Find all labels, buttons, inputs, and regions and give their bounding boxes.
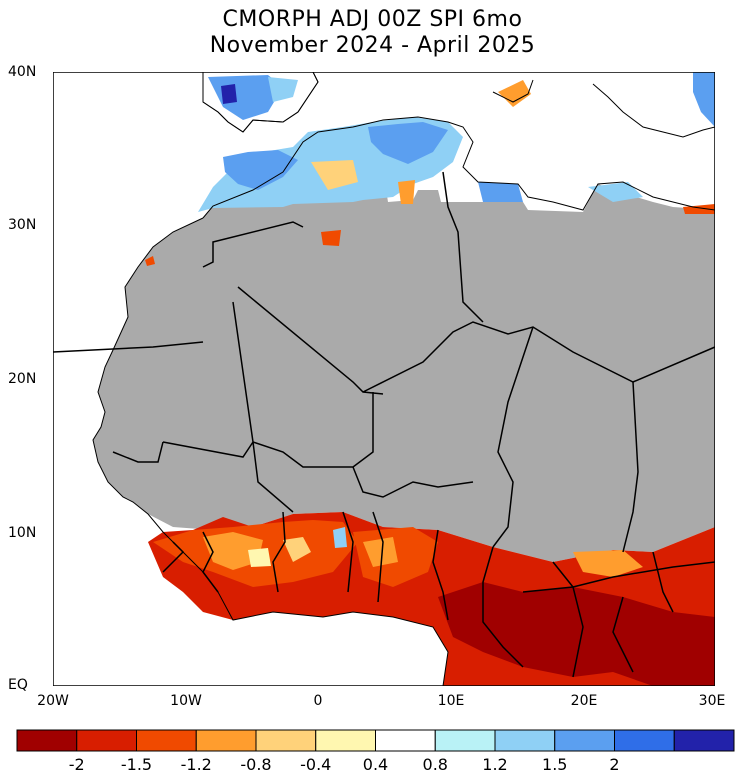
legend-swatch [375,729,436,752]
west-africa-near-normal [248,548,271,567]
legend-label: -0.8 [240,755,271,774]
country-borders [53,171,715,678]
spi-map [53,72,715,686]
lat-tick-40n: 40N [8,64,37,80]
legend-label: 2 [609,755,619,774]
map-title: CMORPH ADJ 00Z SPI 6mo [222,7,523,32]
lat-tick-20n: 20N [8,371,37,387]
coast-dry-spot [145,256,155,266]
central-africa-extreme-dry [438,582,715,686]
no-data-region [93,170,715,562]
legend-label: 0.4 [363,755,388,774]
algeria-strong-wet [368,122,448,164]
legend-boxes [16,729,735,752]
coastlines [92,72,715,686]
tunisia-wet [478,182,523,202]
lat-tick-30n: 30N [8,217,37,233]
legend-label: 0.8 [423,755,448,774]
maghreb-dry-patch-2 [398,180,415,204]
lon-tick-20e: 20E [570,693,598,709]
algeria-dry-spot [321,230,341,246]
nigeria-mild-dry [363,537,398,567]
lon-tick-10e: 10E [437,693,465,709]
west-africa-wet-spot [333,527,347,548]
iberia-very-wet-area [221,84,237,104]
legend-swatch [494,729,556,752]
central-africa-mild-dry [573,550,643,577]
legend-swatch [195,729,257,752]
west-africa-mild-dry [203,532,263,570]
legend-swatch [136,729,197,752]
legend-label: -2 [69,755,85,774]
lat-tick-eq: EQ [8,677,28,693]
legend-label: -0.4 [300,755,331,774]
lon-tick-0: 0 [313,693,323,709]
lon-tick-20w: 20W [37,693,69,709]
italy-dry-area [498,80,531,107]
legend-swatch [76,729,137,752]
legend-label: -1.2 [181,755,212,774]
lat-tick-10n: 10N [8,525,37,541]
legend-swatch [673,729,735,752]
legend-label: -1.5 [121,755,152,774]
legend-label: 1.5 [542,755,567,774]
maghreb-strong-wet [223,150,298,190]
legend-swatch [16,729,78,752]
italy-wet-area [693,72,715,127]
iberia-moderate-area [268,77,298,102]
color-legend: -2 -1.5 -1.2 -0.8 -0.4 0.4 0.8 1.2 1.5 2 [16,729,735,774]
legend-label: 1.2 [482,755,507,774]
lon-tick-10w: 10W [170,693,202,709]
lon-tick-30e: 30E [698,693,726,709]
libya-coast-wet [588,182,643,202]
map-subtitle: November 2024 - April 2025 [209,33,536,58]
legend-swatch [255,729,317,752]
legend-swatch [434,729,496,752]
west-africa-mild-dry-2 [283,537,311,562]
legend-swatch [315,729,376,752]
maghreb-dry-patch [311,160,358,190]
legend-swatch [614,729,675,752]
legend-labels: -2 -1.5 -1.2 -0.8 -0.4 0.4 0.8 1.2 1.5 2 [69,755,620,774]
legend-swatch [554,729,615,752]
